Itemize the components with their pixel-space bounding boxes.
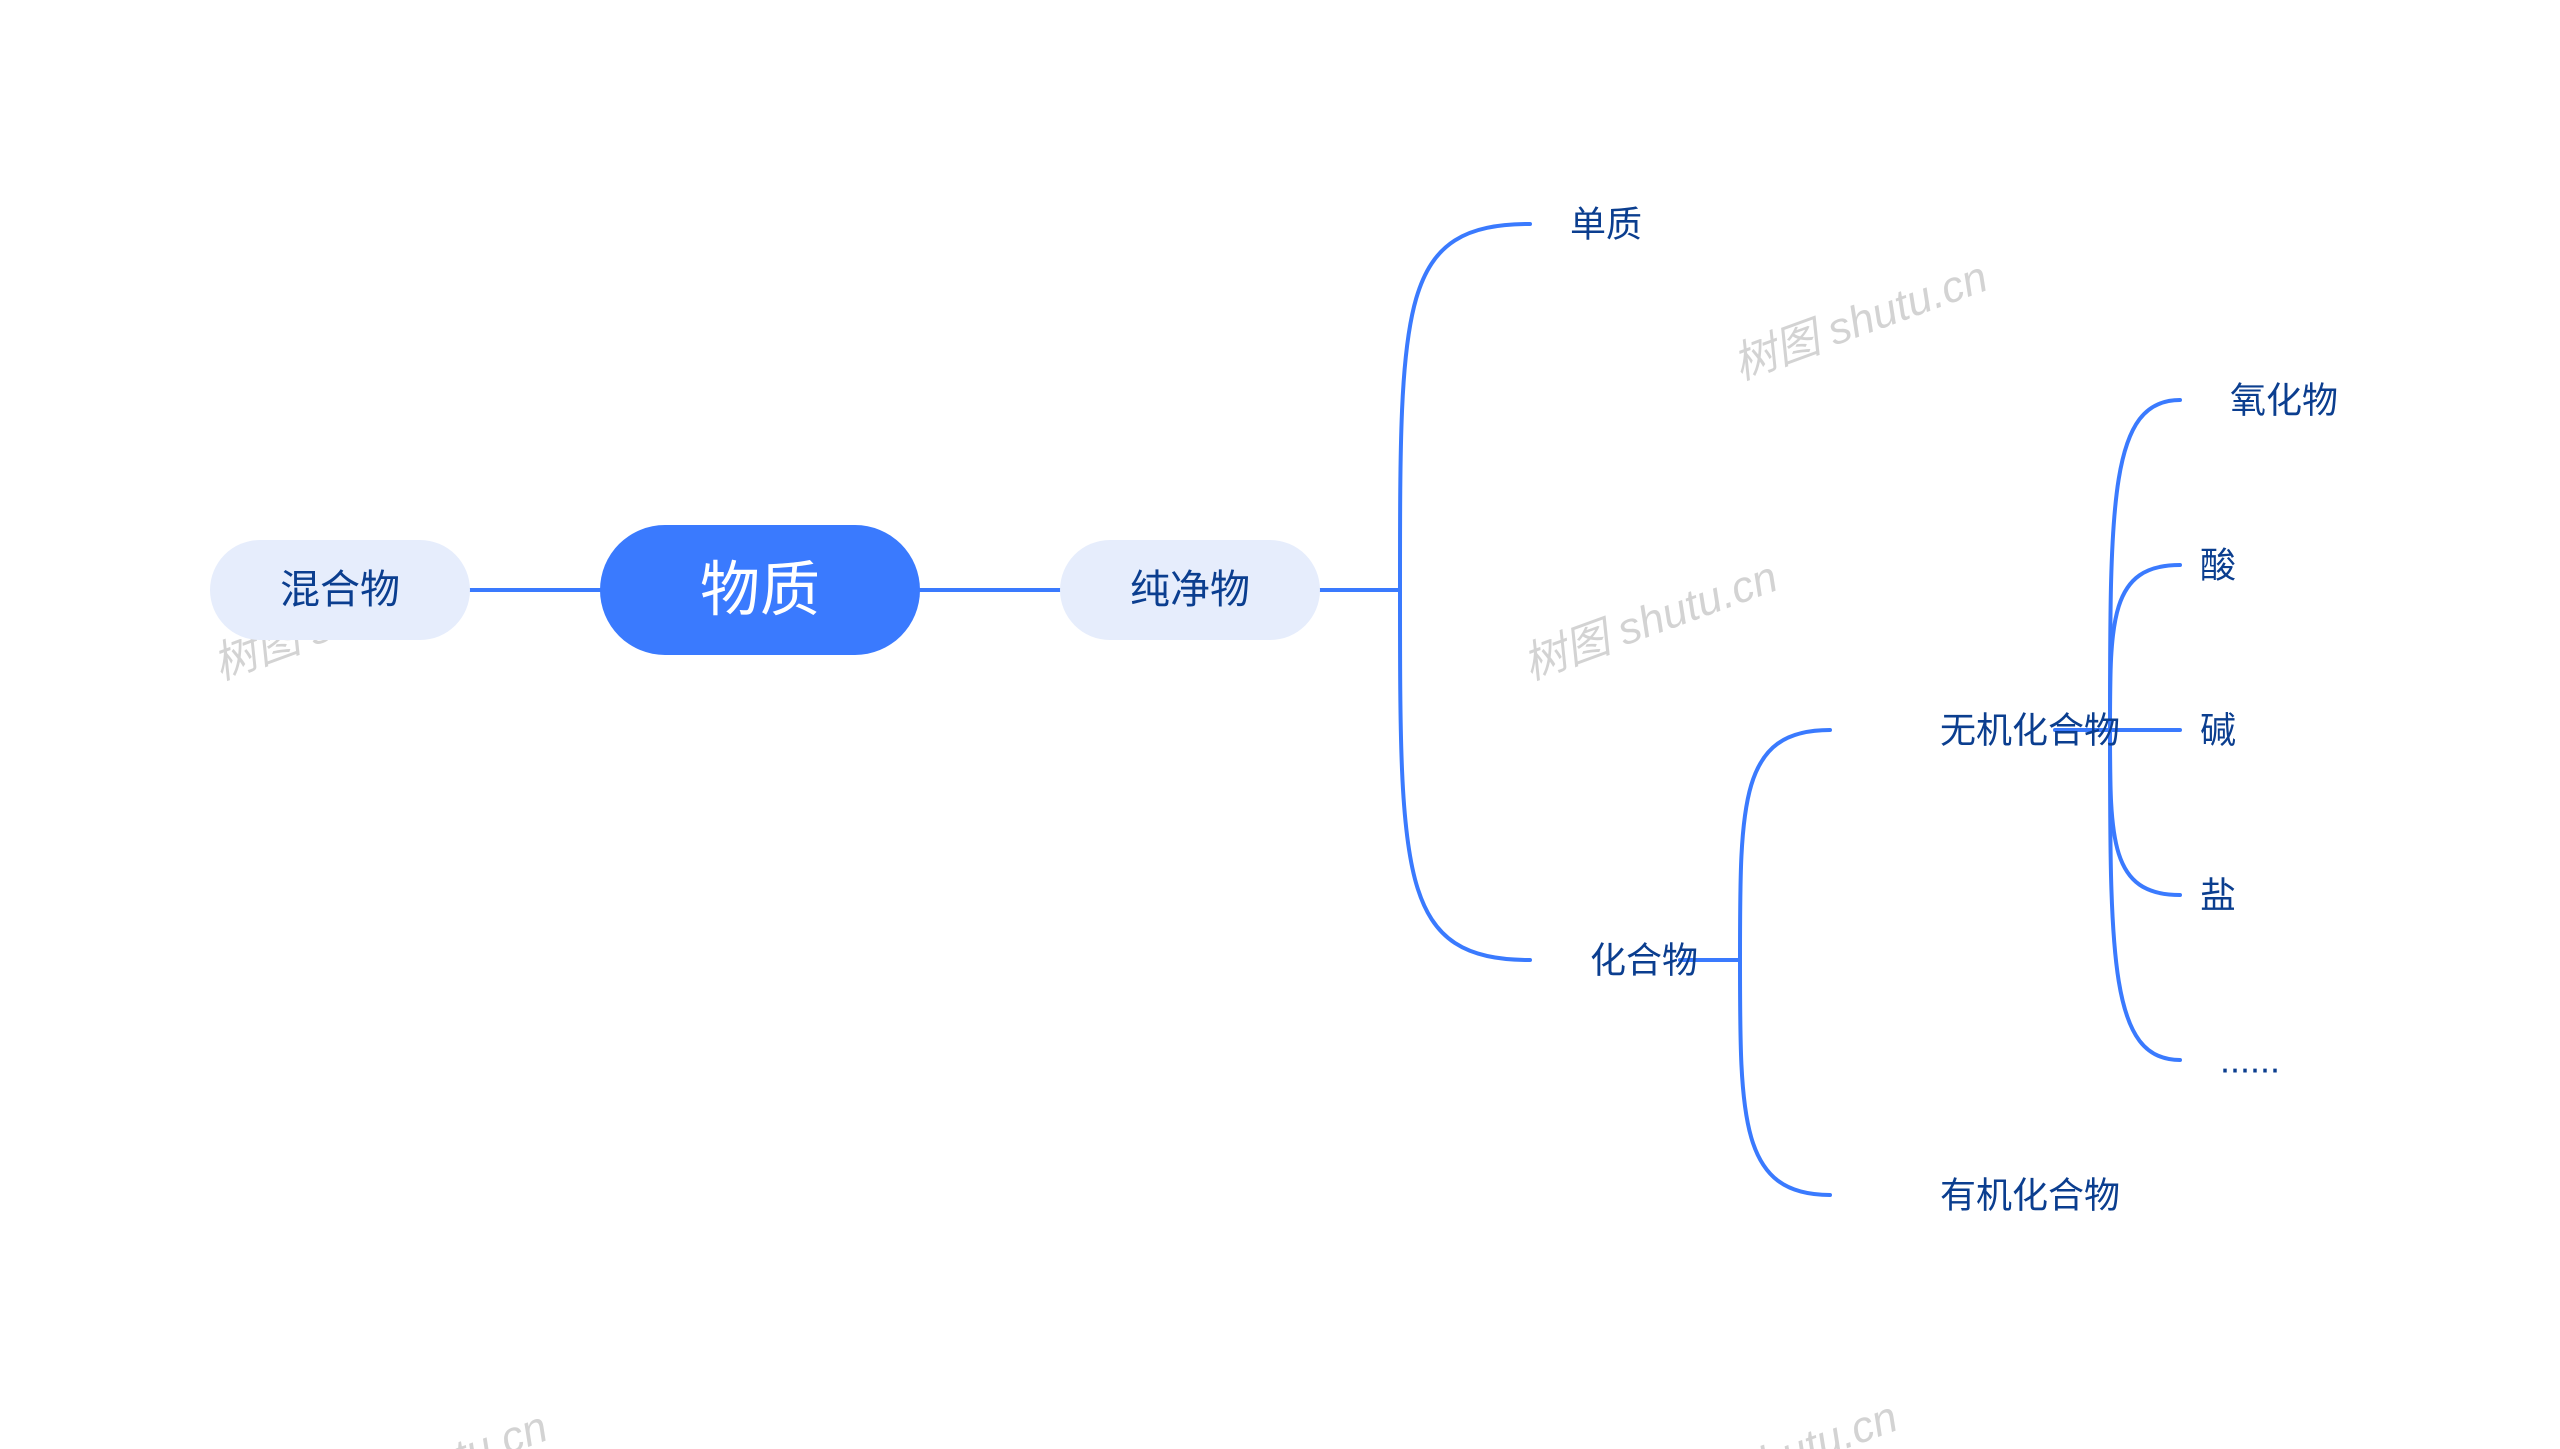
node-label: 混合物 <box>280 568 400 612</box>
edge-inorg_to_salt <box>2110 730 2180 895</box>
node-label: 纯净物 <box>1130 568 1250 612</box>
node-more[interactable]: ...... <box>2220 1040 2280 1081</box>
node-base[interactable]: 碱 <box>2200 710 2236 751</box>
node-label: 物质 <box>700 557 820 624</box>
edge-pure_to_element <box>1400 224 1530 590</box>
node-oxide[interactable]: 氧化物 <box>2230 380 2338 421</box>
edge-compound_to_inorg <box>1740 730 1830 960</box>
node-organic[interactable]: 有机化合物 <box>1940 1175 2120 1216</box>
watermarks: 树图 shutu.cn 树图 shutu.cn 树图 shutu.cn 树图 shut… <box>207 252 1994 1449</box>
node-root-matter[interactable]: 物质 <box>600 525 920 655</box>
node-left-mixture[interactable]: 混合物 <box>210 540 470 640</box>
node-right-pure[interactable]: 纯净物 <box>1060 540 1320 640</box>
watermark: 树图 shutu.cn <box>287 1402 554 1449</box>
node-compound[interactable]: 化合物 <box>1590 940 1698 981</box>
node-inorganic[interactable]: 无机化合物 <box>1940 710 2120 751</box>
node-acid[interactable]: 酸 <box>2200 545 2236 586</box>
edge-pure_to_compound <box>1400 590 1530 960</box>
edges <box>470 224 2180 1195</box>
watermark: 树图 shutu.cn <box>1637 1392 1904 1449</box>
node-element[interactable]: 单质 <box>1570 204 1642 245</box>
edge-inorg_to_acid <box>2110 565 2180 730</box>
edge-compound_to_org <box>1740 960 1830 1195</box>
node-salt[interactable]: 盐 <box>2200 875 2236 916</box>
watermark: 树图 shutu.cn <box>1517 552 1784 689</box>
watermark: 树图 shutu.cn <box>1727 252 1994 389</box>
mindmap-canvas: 树图 shutu.cn 树图 shutu.cn 树图 shutu.cn 树图 shut… <box>0 0 2560 1449</box>
